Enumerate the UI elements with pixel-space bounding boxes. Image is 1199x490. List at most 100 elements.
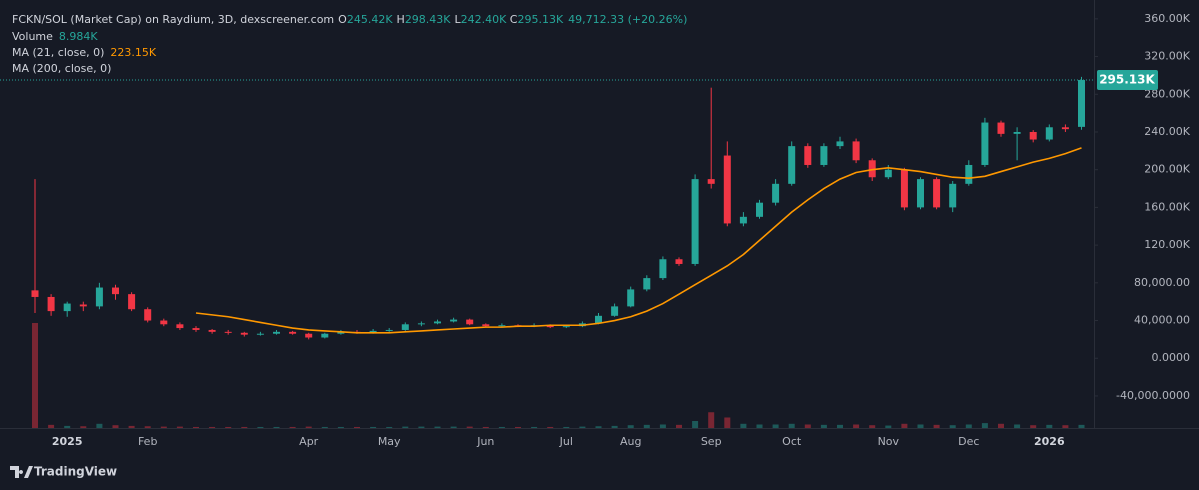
y-tick-label: 200.00K	[1144, 163, 1190, 176]
candle-body	[595, 315, 602, 324]
candle-body	[949, 183, 957, 208]
candle-body	[128, 294, 136, 310]
volume-bar	[1014, 424, 1021, 428]
candle-body	[1029, 131, 1037, 140]
candle-body	[160, 320, 168, 325]
ma21-label: MA (21, close, 0)	[12, 46, 104, 59]
volume-value: 8.984K	[59, 30, 98, 43]
candle-body	[289, 331, 297, 334]
candle-body	[562, 326, 570, 328]
candle-body	[546, 325, 554, 328]
candle-body	[997, 122, 1005, 134]
volume-bar	[772, 424, 779, 428]
ohlc-value: 298.43K	[405, 13, 451, 26]
volume-bar	[434, 426, 441, 428]
volume-bar	[579, 426, 586, 428]
candle-body	[95, 287, 103, 307]
chart-title: FCKN/SOL (Market Cap) on Raydium, 3D, de…	[12, 13, 334, 26]
volume-bar	[659, 424, 666, 428]
candle-body	[47, 296, 55, 312]
volume-bar	[933, 424, 940, 428]
candle-body	[401, 324, 409, 330]
candle-body	[208, 329, 216, 332]
volume-bar	[402, 426, 409, 428]
y-tick-label: 320.00K	[1144, 50, 1190, 63]
ohlc-key: L	[455, 13, 462, 26]
y-tick-label: 160.00K	[1144, 200, 1190, 213]
volume-bar	[305, 426, 312, 428]
candle-body	[385, 329, 393, 331]
volume-bar	[386, 426, 393, 428]
legend-row: MA (21, close, 0) 223.15K	[12, 46, 157, 59]
candle-body	[1078, 80, 1085, 127]
volume-bar	[595, 426, 602, 428]
plot	[0, 76, 1094, 428]
volume-bar	[740, 423, 747, 428]
x-tick-label: Sep	[701, 435, 722, 448]
volume-bar	[804, 424, 811, 428]
y-tick-label: 40,000.00	[1134, 314, 1190, 327]
volume-bar	[627, 425, 634, 428]
candle-body	[256, 333, 264, 335]
candle-body	[1045, 127, 1053, 140]
candle-body	[450, 319, 458, 322]
volume-bar	[418, 426, 425, 428]
x-tick-label: May	[378, 435, 401, 448]
volume-bar	[563, 426, 570, 428]
candle-body	[337, 331, 345, 334]
candle-body	[691, 179, 699, 264]
candle-body	[820, 146, 828, 165]
volume-bar	[692, 421, 699, 428]
y-tick-label: 80,000.00	[1134, 276, 1190, 289]
volume-bar	[917, 424, 924, 428]
last-price-label: 295.13K	[1099, 73, 1155, 87]
volume-bar	[370, 426, 377, 428]
candle-body	[852, 141, 860, 161]
volume-bar	[64, 425, 71, 428]
x-tick-label: Oct	[782, 435, 802, 448]
candle-body	[707, 179, 715, 184]
volume-bar	[354, 426, 360, 428]
candle-body	[79, 304, 87, 307]
ohlc-key: O	[338, 13, 347, 26]
volume-bar	[820, 424, 827, 428]
candle-body	[240, 332, 248, 335]
candle-body	[772, 183, 780, 203]
candle-body	[321, 333, 329, 338]
volume-bar	[869, 425, 876, 428]
volume-bar	[128, 425, 135, 428]
candle-body	[627, 289, 635, 307]
ohlc-value: 245.42K	[347, 13, 393, 26]
candle-body	[224, 331, 232, 333]
x-tick-label: 2026	[1034, 435, 1065, 448]
candle-body	[434, 321, 441, 324]
volume-bar	[225, 426, 232, 428]
candle-body	[723, 155, 731, 224]
candle-body	[739, 216, 747, 224]
x-tick-label: 2025	[52, 435, 83, 448]
candle-body	[63, 303, 71, 312]
candle-body	[900, 169, 908, 208]
volume-bar	[708, 412, 715, 428]
x-tick-label: Feb	[138, 435, 157, 448]
volume-bar	[788, 423, 795, 428]
candle-body	[176, 324, 184, 329]
volume-bar	[643, 424, 650, 428]
ohlc-key: H	[397, 13, 405, 26]
volume-bar	[498, 426, 505, 428]
volume-bar	[257, 426, 264, 428]
volume-bar	[241, 426, 248, 428]
candle-body	[981, 122, 989, 165]
candle-body	[305, 333, 313, 338]
candle-body	[836, 141, 844, 147]
candle-body	[611, 306, 619, 316]
candle-body	[482, 324, 490, 327]
volume-bar	[998, 423, 1004, 428]
candle-body	[1013, 131, 1021, 134]
candle-body	[369, 330, 377, 333]
candle-body	[192, 328, 200, 330]
volume-bar	[965, 424, 972, 428]
ohlc-value: 295.13K	[517, 13, 563, 26]
